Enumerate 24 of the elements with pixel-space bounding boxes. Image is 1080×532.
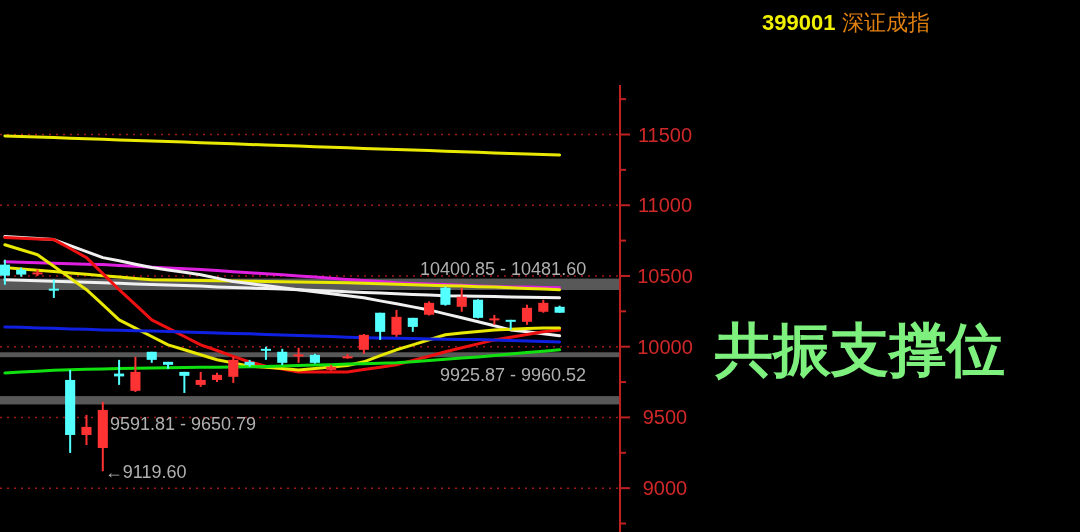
y-tick-label: 9000: [642, 477, 688, 500]
y-tick-label: 9500: [642, 406, 688, 429]
candlestick: [391, 308, 402, 338]
y-tick-label: 11000: [637, 194, 693, 217]
band-label: 10400.85 - 10481.60: [420, 258, 587, 279]
candlestick: [456, 286, 467, 313]
y-tick-label: 11500: [637, 123, 693, 146]
candlestick: [440, 285, 451, 307]
band-label: 9591.81 - 9650.79: [110, 414, 257, 435]
candlestick: [375, 311, 386, 341]
candlestick: [521, 303, 533, 326]
candlestick: [81, 413, 92, 446]
candlestick: [130, 355, 141, 393]
band-label: 9925.87 - 9960.52: [440, 365, 587, 386]
y-tick-label: 10000: [637, 335, 693, 358]
candlestick: [228, 355, 239, 384]
candlestick: [0, 258, 10, 286]
text: 共振支撑位: [714, 317, 1005, 382]
annotation: ←9119.60: [104, 462, 187, 483]
line-series: [3, 134, 562, 157]
candlestick: [48, 278, 59, 299]
y-tick-label: 10500: [637, 264, 693, 287]
candlestick: [358, 332, 369, 355]
text: 399001 深证成指: [762, 10, 930, 35]
